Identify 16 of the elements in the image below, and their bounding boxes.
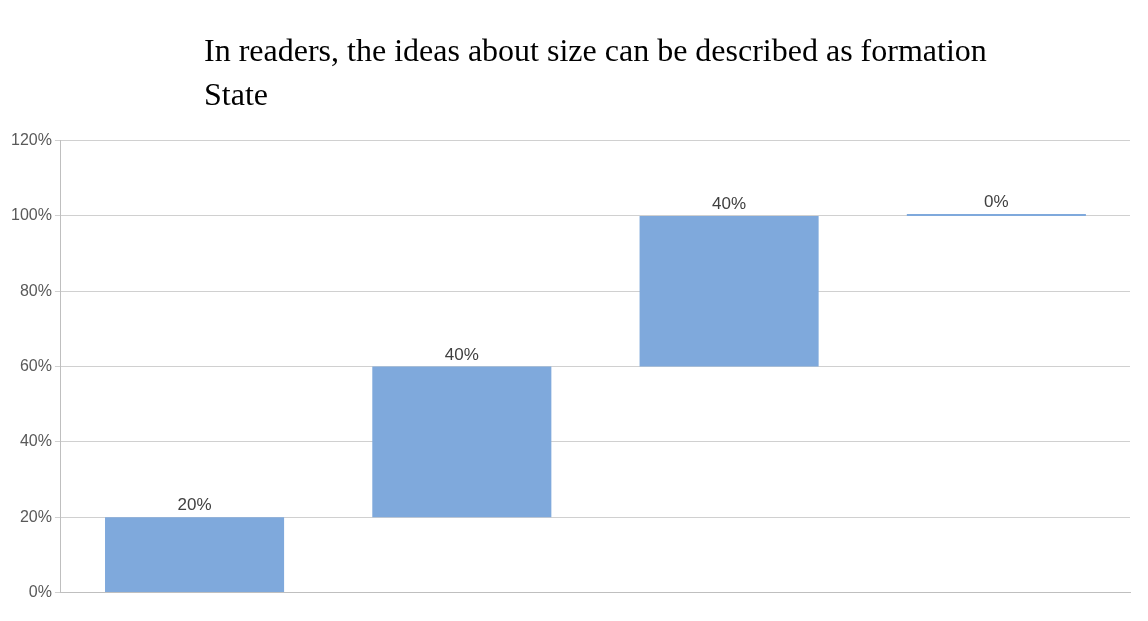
y-tick-label: 80%	[19, 281, 52, 299]
y-tick-label: 60%	[19, 357, 52, 375]
data-label: 40%	[712, 194, 747, 214]
bar	[105, 517, 285, 593]
y-tick-label: 40%	[19, 432, 52, 450]
bar	[639, 215, 819, 367]
y-tick-label: 20%	[19, 507, 52, 525]
data-label: 0%	[984, 192, 1009, 212]
data-label: 20%	[177, 495, 212, 515]
chart-title: In readers, the ideas about size can be described as formation State	[204, 31, 988, 114]
bar	[906, 213, 1086, 216]
y-tick-label: 100%	[11, 206, 52, 224]
data-label: 40%	[444, 344, 479, 364]
bar	[372, 366, 552, 518]
y-tick-label: 0%	[28, 583, 52, 601]
y-tick-label: 120%	[11, 131, 52, 149]
